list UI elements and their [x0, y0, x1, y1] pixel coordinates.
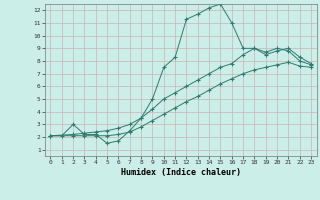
X-axis label: Humidex (Indice chaleur): Humidex (Indice chaleur) [121, 168, 241, 177]
